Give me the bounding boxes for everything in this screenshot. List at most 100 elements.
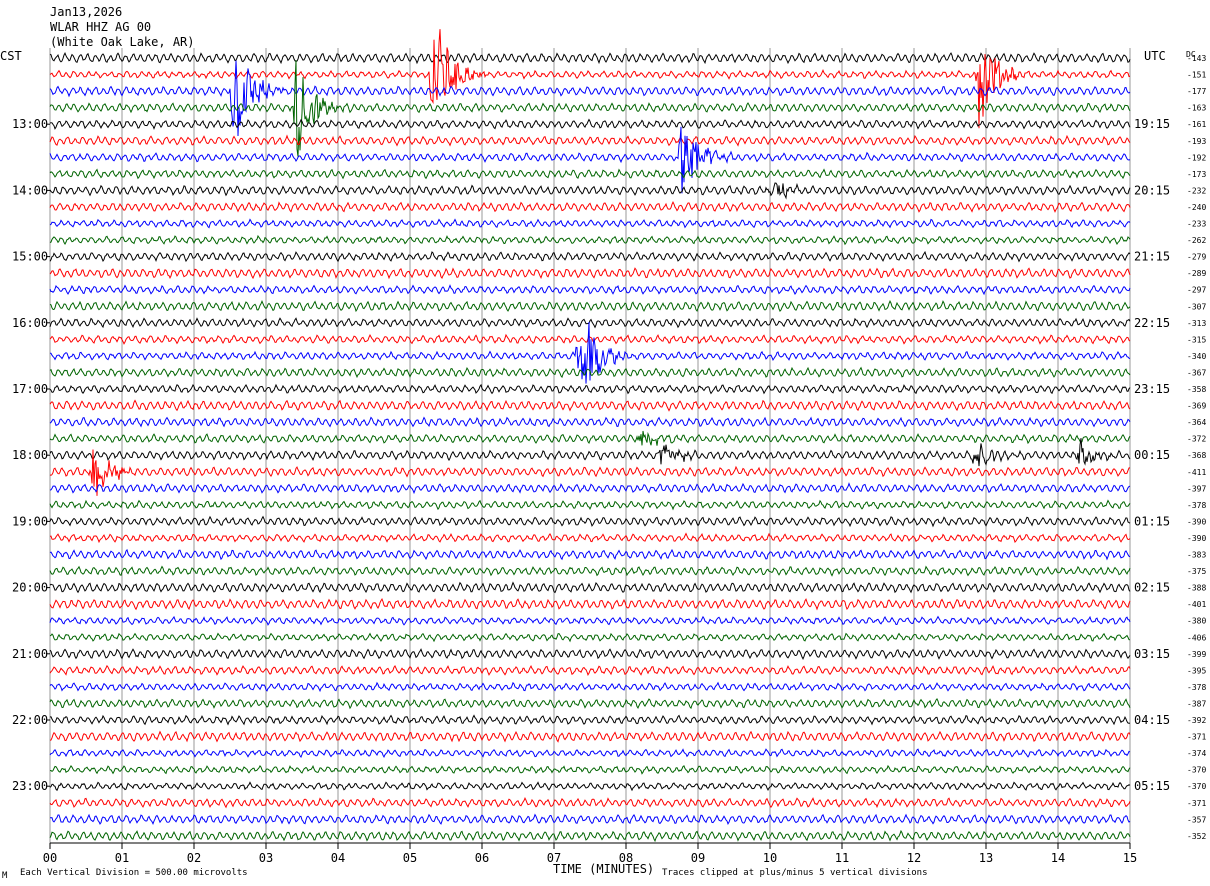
dc-offset-label: -358	[1187, 385, 1206, 394]
trace-line	[49, 438, 1131, 467]
trace-line	[49, 218, 1131, 229]
utc-hour-label: 02:15	[1134, 581, 1170, 595]
x-tick-label-00: 00	[43, 851, 57, 865]
dc-offset-label: -392	[1187, 716, 1206, 725]
dc-offset-label: -370	[1187, 782, 1206, 791]
cst-hour-label: 23:00	[12, 779, 48, 793]
dc-offset-label: -401	[1187, 600, 1206, 609]
dc-offset-label: -388	[1187, 584, 1206, 593]
trace-line	[49, 250, 1131, 263]
dc-offset-label: -369	[1187, 402, 1206, 411]
cst-hour-label: 13:00	[12, 117, 48, 131]
x-tick-label-13: 13	[979, 851, 993, 865]
dc-offset-label: -352	[1187, 832, 1206, 841]
trace-line	[49, 730, 1131, 743]
cst-hour-label: 20:00	[12, 581, 48, 595]
trace-line	[49, 299, 1131, 313]
trace-line	[49, 796, 1131, 809]
x-tick-label-10: 10	[763, 851, 777, 865]
dc-offset-label: -368	[1187, 451, 1206, 460]
trace-line	[49, 60, 1131, 157]
x-tick-label-11: 11	[835, 851, 849, 865]
trace-line	[49, 697, 1131, 710]
utc-hour-label: 22:15	[1134, 316, 1170, 330]
cst-hour-label: 14:00	[12, 183, 48, 197]
trace-line	[50, 813, 1131, 825]
utc-hour-label: 23:15	[1134, 382, 1170, 396]
dc-offset-label: -371	[1187, 799, 1206, 808]
trace-line	[49, 284, 1131, 296]
trace-line	[49, 581, 1131, 594]
trace-line	[49, 764, 1131, 775]
cst-hour-label: 18:00	[12, 448, 48, 462]
dc-offset-label: -380	[1187, 617, 1206, 626]
x-tick-label-09: 09	[691, 851, 705, 865]
dc-offset-label: -163	[1187, 104, 1206, 113]
dc-offset-label: -411	[1187, 468, 1206, 477]
utc-hour-label: 01:15	[1134, 514, 1170, 528]
dc-offset-label: -395	[1187, 666, 1206, 675]
dc-offset-label: -372	[1187, 435, 1206, 444]
dc-offset-label: -313	[1187, 319, 1206, 328]
dc-offset-label: -340	[1187, 352, 1206, 361]
trace-line	[49, 399, 1131, 412]
x-tick-label-04: 04	[331, 851, 345, 865]
dc-offset-label: -173	[1187, 170, 1206, 179]
trace-line	[49, 366, 1131, 379]
dc-offset-label: -378	[1187, 683, 1206, 692]
trace-line	[49, 201, 1131, 213]
trace-line	[49, 714, 1131, 726]
x-tick-label-15: 15	[1123, 851, 1137, 865]
dc-offset-label: -370	[1187, 766, 1206, 775]
trace-line	[49, 748, 1131, 758]
dc-offset-label: -357	[1187, 815, 1206, 824]
trace-line	[49, 515, 1131, 528]
utc-hour-label: 00:15	[1134, 448, 1170, 462]
trace-line	[49, 168, 1131, 180]
trace-line	[49, 648, 1131, 660]
dc-header: DC	[1186, 50, 1196, 59]
utc-hour-label: 21:15	[1134, 250, 1170, 264]
dc-offset-label: -364	[1187, 418, 1206, 427]
dc-offset-label: -378	[1187, 501, 1206, 510]
dc-offset-label: -233	[1187, 220, 1206, 229]
x-tick-label-02: 02	[187, 851, 201, 865]
dc-offset-label: -315	[1187, 335, 1206, 344]
clip-note: Traces clipped at plus/minus 5 vertical …	[662, 868, 928, 878]
dc-offset-label: -161	[1187, 120, 1206, 129]
utc-hour-label: 05:15	[1134, 779, 1170, 793]
dc-offset-label: -193	[1187, 137, 1206, 146]
trace-line	[49, 416, 1131, 428]
dc-offset-label: -374	[1187, 749, 1206, 758]
trace-line	[49, 118, 1131, 130]
dc-offset-label: -397	[1187, 484, 1206, 493]
dc-offset-label: -232	[1187, 186, 1206, 195]
utc-hour-label: 20:15	[1134, 183, 1170, 197]
trace-line	[49, 60, 1131, 137]
trace-line	[49, 664, 1131, 676]
dc-offset-label: -307	[1187, 302, 1206, 311]
utc-hour-label: 04:15	[1134, 713, 1170, 727]
x-tick-label-03: 03	[259, 851, 273, 865]
dc-offset-label: -383	[1187, 551, 1206, 560]
utc-hour-labels: 19:15 20:15 21:15 22:15 23:15 00:15 01:15 02:15…	[1134, 117, 1170, 793]
seismic-traces	[49, 29, 1131, 843]
trace-line	[49, 499, 1131, 511]
cst-hour-label: 22:00	[12, 713, 48, 727]
trace-line	[49, 681, 1131, 693]
dc-offset-label: -399	[1187, 650, 1206, 659]
trace-line	[49, 449, 1131, 496]
trace-line	[49, 781, 1131, 792]
utc-hour-label: 03:15	[1134, 647, 1170, 661]
x-axis-tick-labels: 00 01 02 03 04 05 06 07 08 09 10 11 12 13 14 15	[43, 843, 1137, 865]
trace-line	[49, 134, 1131, 147]
dc-offset-label: -297	[1187, 286, 1206, 295]
x-tick-label-01: 01	[115, 851, 129, 865]
trace-line	[49, 126, 1131, 194]
cst-hour-labels: 13:00 14:00 15:00 16:00 17:00 18:00 19:00 20:00…	[12, 117, 50, 793]
trace-line	[49, 430, 1131, 446]
trace-line	[49, 333, 1131, 345]
trace-line	[49, 548, 1131, 561]
cst-hour-label: 19:00	[12, 514, 48, 528]
header-date: Jan13,2026	[50, 5, 123, 19]
